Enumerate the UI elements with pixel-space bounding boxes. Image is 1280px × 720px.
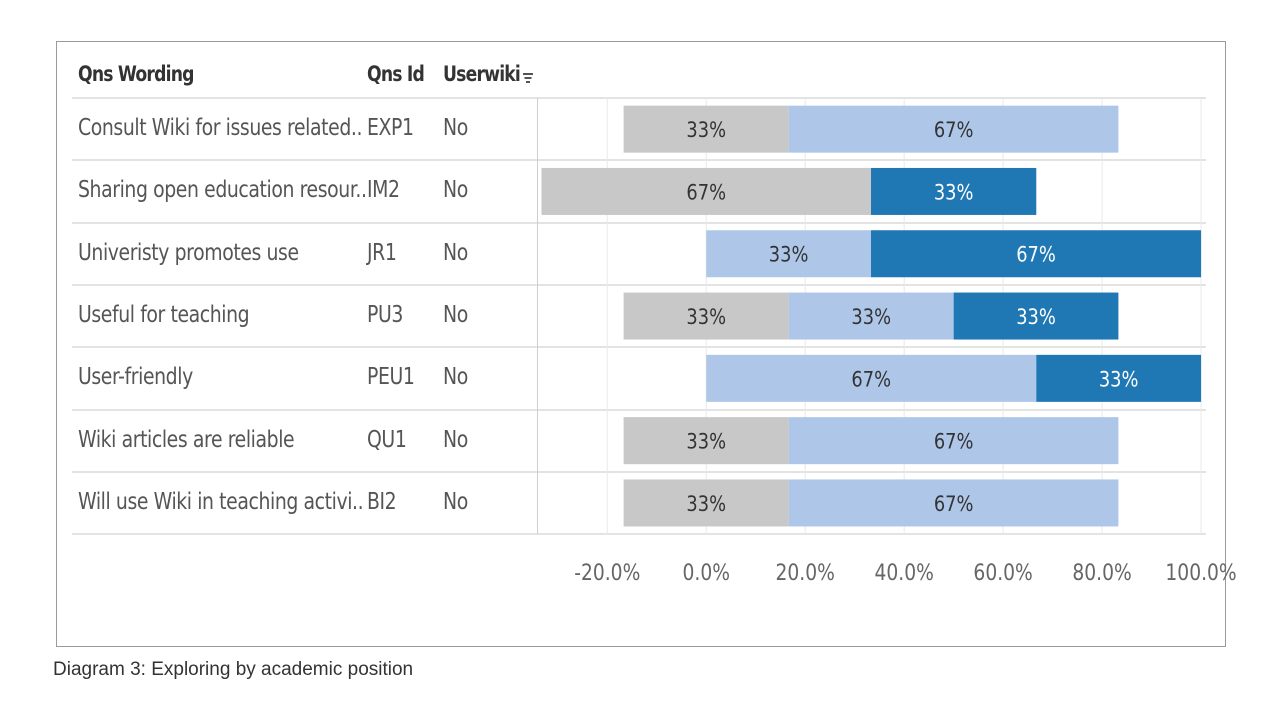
- row-qns-id: PU3: [367, 302, 403, 329]
- row-qns-id: EXP1: [367, 115, 414, 142]
- bar-segment[interactable]: [871, 167, 1037, 215]
- row-separator: [72, 159, 1206, 161]
- row-userwiki: No: [443, 115, 468, 142]
- row-userwiki: No: [443, 239, 468, 266]
- header-qns-id[interactable]: Qns Id: [367, 62, 425, 86]
- header-qns-wording[interactable]: Qns Wording: [78, 62, 194, 86]
- row-separator: [72, 409, 1206, 411]
- bar-data-label: 33%: [934, 180, 974, 205]
- bar-data-label: 67%: [934, 429, 974, 454]
- bar-data-label: 33%: [1099, 367, 1139, 392]
- row-separator: [72, 346, 1206, 348]
- row-wording: User-friendly: [78, 364, 193, 391]
- bar-segment[interactable]: [623, 417, 789, 465]
- bar-segment[interactable]: [706, 354, 1037, 402]
- row-qns-id: IM2: [367, 177, 400, 204]
- bar-segment[interactable]: [788, 105, 1119, 153]
- row-qns-id: QU1: [367, 426, 407, 453]
- bar-segment[interactable]: [1036, 354, 1202, 402]
- x-tick-label: 40.0%: [874, 560, 933, 586]
- row-separator: [72, 471, 1206, 473]
- bar-data-label: 33%: [851, 305, 891, 330]
- row-qns-id: PEU1: [367, 364, 415, 391]
- row-wording: Will use Wiki in teaching activi..: [78, 488, 364, 515]
- bar-segment[interactable]: [953, 292, 1119, 340]
- row-userwiki: No: [443, 488, 468, 515]
- bar-segment[interactable]: [788, 292, 954, 340]
- x-tick-label: 100.0%: [1165, 560, 1236, 586]
- row-userwiki: No: [443, 364, 468, 391]
- sort-icon[interactable]: [522, 72, 534, 86]
- bar-data-label: 33%: [686, 492, 726, 517]
- row-wording: Sharing open education resour..: [78, 177, 367, 204]
- bar-segment[interactable]: [788, 417, 1119, 465]
- x-tick-label: -20.0%: [574, 560, 640, 586]
- row-separator: [72, 284, 1206, 286]
- bar-data-label: 33%: [686, 118, 726, 143]
- bar-segment[interactable]: [623, 479, 789, 527]
- bar-segment[interactable]: [706, 230, 872, 278]
- row-userwiki: No: [443, 302, 468, 329]
- bar-data-label: 33%: [686, 305, 726, 330]
- row-qns-id: BI2: [367, 488, 397, 515]
- bar-segment[interactable]: [541, 167, 872, 215]
- bar-data-label: 67%: [851, 367, 891, 392]
- table-divider: [537, 98, 538, 534]
- header-userwiki[interactable]: Userwiki: [443, 62, 521, 86]
- bar-data-label: 67%: [1016, 242, 1056, 267]
- figure-caption: Diagram 3: Exploring by academic positio…: [53, 659, 414, 680]
- bar-data-label: 67%: [934, 492, 974, 517]
- header-separator: [72, 97, 1206, 99]
- bar-segment[interactable]: [788, 479, 1119, 527]
- x-tick-label: 0.0%: [682, 560, 729, 586]
- bar-segment[interactable]: [623, 105, 789, 153]
- row-userwiki: No: [443, 177, 468, 204]
- bar-data-label: 33%: [686, 429, 726, 454]
- row-wording: Useful for teaching: [78, 302, 250, 329]
- row-wording: Consult Wiki for issues related..: [78, 115, 363, 142]
- x-tick-label: 80.0%: [1072, 560, 1131, 586]
- row-wording: Univeristy promotes use: [78, 239, 299, 266]
- bar-segment[interactable]: [871, 230, 1202, 278]
- row-separator: [72, 533, 1206, 535]
- row-separator: [72, 222, 1206, 224]
- bar-data-label: 33%: [769, 242, 809, 267]
- row-qns-id: JR1: [367, 239, 397, 266]
- bar-data-label: 67%: [686, 180, 726, 205]
- bar-data-label: 33%: [1016, 305, 1056, 330]
- bar-data-label: 67%: [934, 118, 974, 143]
- row-userwiki: No: [443, 426, 468, 453]
- row-wording: Wiki articles are reliable: [78, 426, 295, 453]
- x-tick-label: 60.0%: [973, 560, 1032, 586]
- bar-segment[interactable]: [623, 292, 789, 340]
- x-tick-label: 20.0%: [776, 560, 835, 586]
